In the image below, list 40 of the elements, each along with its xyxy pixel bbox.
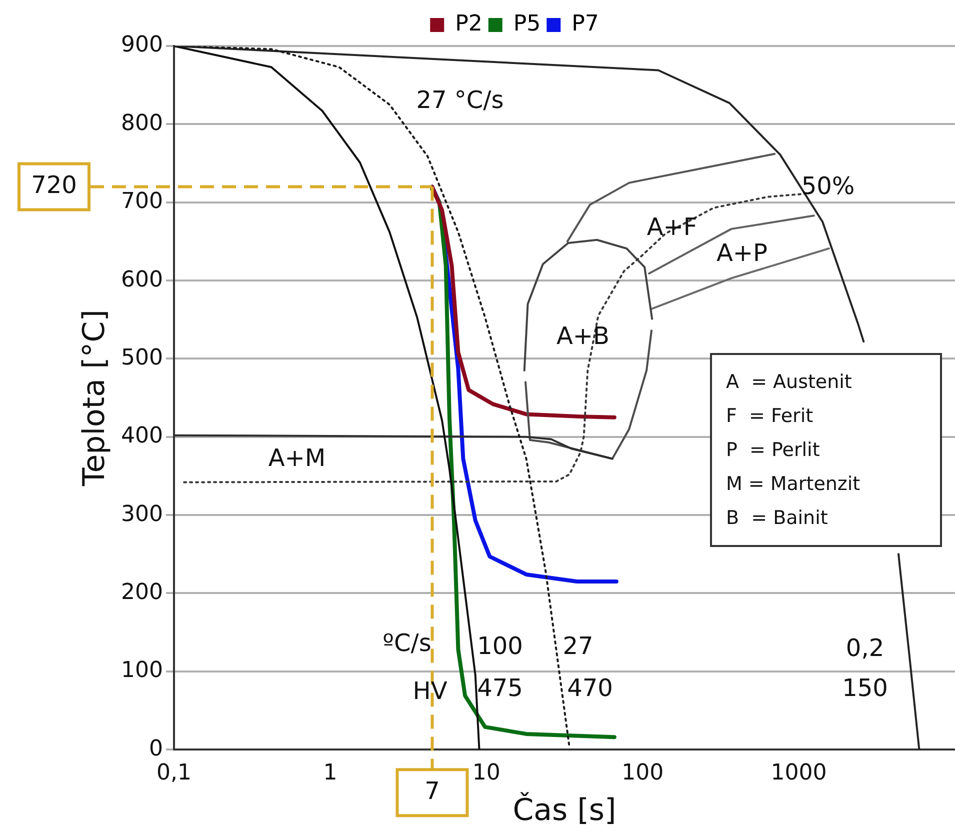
y-tick-label: 500: [120, 345, 163, 370]
annotation: ºC/s: [382, 629, 432, 658]
annotation: M = Martenzit: [726, 472, 862, 497]
y-tick-label: 200: [120, 580, 163, 605]
annotation: A+P: [716, 239, 768, 268]
annotation: A+M: [268, 444, 326, 472]
y-tick-label: 300: [120, 502, 163, 527]
y-tick-label: 700: [120, 189, 163, 214]
legend-label: P5: [513, 12, 541, 37]
y-tick-label: 600: [120, 267, 163, 292]
y-axis-title: Teplota [°C]: [76, 310, 112, 488]
x-tick-label: 1000: [770, 760, 827, 786]
annotation: 27 °C/s: [416, 86, 504, 114]
x-axis-title: Čas [s]: [512, 792, 616, 828]
x-tick-label: 10: [472, 760, 500, 786]
annotation: 0,2: [846, 634, 884, 662]
x-tick-label: 0,1: [156, 760, 192, 786]
annotation: 100: [477, 632, 523, 660]
annotation: 470: [567, 674, 613, 702]
annotation: 475: [477, 674, 523, 702]
annotation: HV: [412, 677, 448, 706]
annotation: F = Ferit: [726, 404, 814, 429]
y-tick-label: 900: [120, 32, 163, 58]
x-tick-label: 1: [323, 760, 338, 786]
legend-label: P7: [572, 12, 599, 37]
annotation: 50%: [801, 172, 855, 200]
annotation: 27: [562, 632, 594, 660]
legend-label: P2: [455, 12, 482, 37]
annotation: P = Perlit: [726, 438, 821, 463]
y-tick-label: 100: [120, 658, 163, 684]
x-tick-label: 100: [622, 760, 664, 786]
text: 7: [424, 776, 440, 805]
y-tick-label: 0: [148, 736, 163, 762]
y-tick-label: 400: [120, 424, 163, 449]
annotation: 150: [842, 674, 888, 702]
annotation: A = Austenit: [726, 370, 853, 395]
y-tick-label: 800: [120, 110, 163, 136]
annotation: B = Bainit: [726, 506, 829, 531]
annotation: A+B: [556, 322, 610, 350]
ref-line-label: 720: [31, 170, 77, 199]
